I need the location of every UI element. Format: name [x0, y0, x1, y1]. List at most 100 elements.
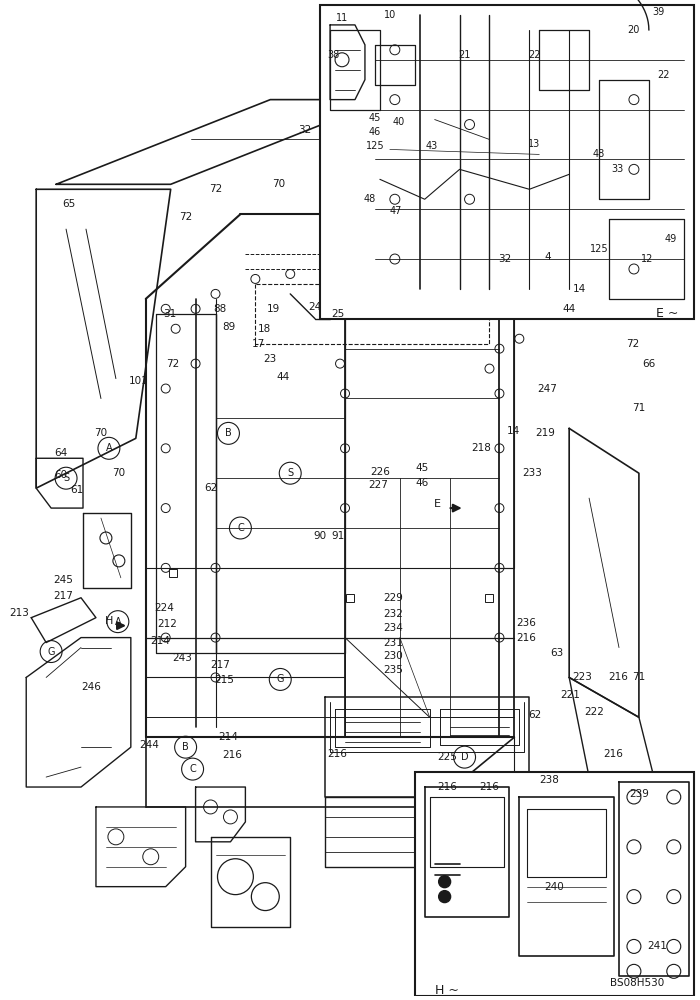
Text: 217: 217: [211, 660, 230, 670]
Text: 239: 239: [629, 789, 649, 799]
Text: 48: 48: [364, 194, 376, 204]
Text: 43: 43: [426, 141, 438, 151]
Text: 238: 238: [539, 775, 559, 785]
Text: 22: 22: [528, 50, 540, 60]
Text: 63: 63: [551, 648, 564, 658]
Text: 216: 216: [517, 633, 536, 643]
Text: 70: 70: [94, 428, 108, 438]
Text: 72: 72: [166, 359, 179, 369]
Text: 40: 40: [393, 117, 405, 127]
Text: 71: 71: [632, 672, 645, 682]
Text: 48: 48: [593, 149, 606, 159]
Bar: [320, 5, 694, 319]
Text: 213: 213: [9, 608, 29, 618]
Text: A: A: [106, 443, 112, 453]
Text: 218: 218: [472, 443, 491, 453]
Text: 243: 243: [173, 653, 193, 663]
Text: 88: 88: [213, 304, 226, 314]
Text: 231: 231: [383, 638, 402, 648]
Text: D: D: [461, 752, 468, 762]
Text: 72: 72: [179, 212, 193, 222]
Text: H: H: [105, 616, 113, 626]
Text: 17: 17: [252, 339, 265, 349]
Text: 22: 22: [657, 70, 670, 80]
Text: 65: 65: [62, 199, 76, 209]
Text: 25: 25: [331, 309, 344, 319]
Text: 241: 241: [647, 941, 667, 951]
Text: 46: 46: [415, 478, 428, 488]
Text: 23: 23: [264, 354, 277, 364]
Text: C: C: [237, 523, 244, 533]
Text: S: S: [287, 468, 293, 478]
Text: 20: 20: [628, 25, 640, 35]
Text: 227: 227: [368, 480, 388, 490]
Text: 216: 216: [327, 749, 347, 759]
Text: 71: 71: [632, 403, 645, 413]
Text: 212: 212: [157, 619, 176, 629]
Text: 12: 12: [640, 254, 653, 264]
Text: 217: 217: [53, 591, 73, 601]
Text: B: B: [225, 428, 232, 438]
Text: 244: 244: [139, 740, 159, 750]
Text: 66: 66: [642, 359, 655, 369]
Bar: [486, 594, 493, 602]
Text: 214: 214: [218, 732, 239, 742]
Text: 60: 60: [55, 470, 68, 480]
Text: 24: 24: [309, 302, 322, 312]
Text: 89: 89: [222, 322, 235, 332]
Text: G: G: [48, 647, 55, 657]
Text: 216: 216: [438, 782, 458, 792]
Text: 234: 234: [383, 623, 402, 633]
Text: 90: 90: [314, 531, 327, 541]
Text: 222: 222: [584, 707, 604, 717]
Text: 46: 46: [369, 127, 381, 137]
Text: 62: 62: [204, 483, 217, 493]
Text: H ~: H ~: [435, 984, 458, 997]
Text: 61: 61: [71, 485, 84, 495]
Bar: [415, 772, 694, 996]
Text: 38: 38: [327, 50, 340, 60]
Text: 230: 230: [383, 651, 402, 661]
Text: S: S: [63, 473, 69, 483]
Text: 70: 70: [272, 179, 285, 189]
Text: 64: 64: [55, 448, 68, 458]
Text: 232: 232: [383, 609, 402, 619]
Text: 91: 91: [331, 531, 344, 541]
Text: 226: 226: [370, 467, 390, 477]
Text: B: B: [182, 742, 189, 752]
Text: 39: 39: [652, 7, 665, 17]
Text: 221: 221: [560, 690, 580, 700]
Text: 229: 229: [383, 593, 402, 603]
Text: 246: 246: [81, 682, 101, 692]
Text: 233: 233: [522, 468, 543, 478]
Text: BS08H530: BS08H530: [610, 978, 664, 988]
Text: 214: 214: [150, 636, 169, 646]
Text: 14: 14: [507, 426, 520, 436]
Text: 45: 45: [415, 463, 428, 473]
Text: 32: 32: [298, 125, 312, 135]
Text: 44: 44: [563, 304, 576, 314]
Text: 44: 44: [276, 372, 290, 382]
Circle shape: [439, 876, 451, 888]
Text: 219: 219: [536, 428, 555, 438]
Circle shape: [439, 891, 451, 903]
Text: 62: 62: [528, 710, 542, 720]
Text: 32: 32: [498, 254, 511, 264]
Text: 224: 224: [154, 603, 174, 613]
Text: 33: 33: [611, 164, 623, 174]
Text: 235: 235: [383, 665, 402, 675]
Text: 216: 216: [608, 672, 628, 682]
Text: G: G: [276, 674, 284, 684]
Text: A: A: [115, 617, 121, 627]
Text: 225: 225: [438, 752, 458, 762]
Text: 19: 19: [267, 304, 280, 314]
Text: 125: 125: [589, 244, 608, 254]
Text: 18: 18: [258, 324, 271, 334]
Text: 10: 10: [384, 10, 396, 20]
Text: 216: 216: [480, 782, 499, 792]
Text: E: E: [434, 499, 441, 509]
Text: 72: 72: [626, 339, 640, 349]
Text: 125: 125: [365, 141, 384, 151]
Text: 216: 216: [223, 750, 242, 760]
Text: 45: 45: [369, 113, 381, 123]
